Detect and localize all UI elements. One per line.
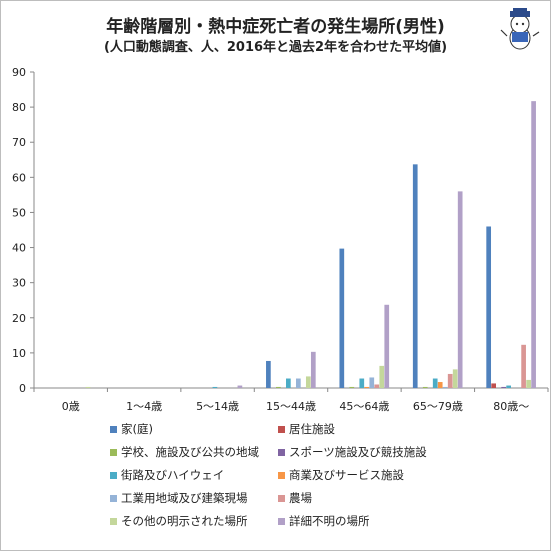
mascot-icon: [500, 8, 540, 50]
legend-swatch: [278, 425, 285, 433]
y-tick-label: 60: [12, 171, 26, 184]
bar: [339, 248, 345, 388]
legend-label: 家(庭): [121, 422, 153, 436]
bar: [374, 384, 380, 388]
bar: [531, 101, 536, 389]
chart-subtitle: (人口動態調査、人、2016年と過去2年を合わせた平均値): [103, 40, 448, 55]
x-tick-label: 45～64歳: [339, 400, 389, 413]
y-tick-label: 10: [12, 347, 26, 360]
y-tick-label: 90: [12, 66, 26, 79]
legend-label: 商業及びサービス施設: [289, 468, 404, 482]
legend-label: その他の明示された場所: [121, 514, 248, 528]
bar: [295, 378, 301, 388]
bar: [310, 351, 316, 388]
bar: [359, 378, 365, 388]
legend-item: 居住施設: [278, 421, 335, 437]
legend-swatch: [110, 517, 117, 525]
legend-item: その他の明示された場所: [110, 513, 248, 529]
bar: [349, 386, 355, 388]
y-tick-label: 20: [12, 312, 26, 325]
bar: [506, 385, 511, 388]
bar: [447, 373, 453, 388]
legend-label: 学校、施設及び公共の地域: [121, 445, 259, 459]
bar: [437, 382, 443, 388]
bar: [305, 376, 311, 388]
bar: [237, 385, 243, 388]
legend-swatch: [278, 517, 285, 525]
x-tick-label: 1～4歳: [126, 400, 162, 413]
legend-item: 家(庭): [110, 421, 153, 437]
legend-label: 街路及びハイウェイ: [121, 468, 225, 482]
legend-item: 商業及びサービス施設: [278, 467, 404, 483]
bar: [85, 386, 91, 388]
x-tick-label: 15～44歳: [266, 400, 316, 413]
y-tick-label: 70: [12, 136, 26, 149]
legend-item: 農場: [278, 490, 312, 506]
y-tick-label: 30: [12, 277, 26, 290]
bar: [364, 386, 370, 388]
bar: [369, 377, 375, 388]
legend-swatch: [110, 471, 117, 479]
bar: [442, 386, 448, 388]
y-tick-label: 40: [12, 242, 26, 255]
x-tick-label: 80歳～: [493, 400, 529, 413]
x-tick-label: 0歳: [62, 400, 80, 413]
legend-swatch: [110, 494, 117, 502]
bar: [486, 226, 492, 388]
legend-item: 学校、施設及び公共の地域: [110, 444, 259, 460]
bar: [379, 365, 385, 388]
y-tick-label: 0: [19, 382, 26, 395]
chart-title: 年齢階層別・熱中症死亡者の発生場所(男性): [106, 17, 445, 37]
legend-label: 工業用地域及び建築現場: [121, 491, 248, 505]
legend-item: 工業用地域及び建築現場: [110, 490, 248, 506]
bar: [276, 386, 281, 388]
bar: [452, 369, 458, 388]
legend-label: 居住施設: [289, 422, 335, 436]
bar: [432, 378, 438, 388]
bar: [384, 304, 390, 388]
legend-item: スポーツ施設及び競技施設: [278, 444, 427, 460]
bar: [266, 360, 271, 388]
legend-swatch: [278, 494, 285, 502]
legend-swatch: [110, 425, 117, 433]
bar: [491, 383, 497, 388]
bar: [212, 386, 218, 388]
x-tick-label: 65～79歳: [413, 400, 463, 413]
bar: [457, 191, 463, 388]
legend-label: 農場: [289, 491, 312, 505]
x-tick-label: 5～14歳: [196, 400, 239, 413]
bar: [521, 344, 526, 388]
legend-swatch: [278, 471, 285, 479]
bar: [412, 164, 418, 388]
legend-swatch: [278, 448, 285, 456]
y-tick-label: 50: [12, 206, 26, 219]
legend-swatch: [110, 448, 117, 456]
bar: [286, 378, 291, 388]
legend-label: スポーツ施設及び競技施設: [289, 445, 427, 459]
legend-item: 詳細不明の場所: [278, 513, 370, 529]
legend-item: 街路及びハイウェイ: [110, 467, 224, 483]
bar: [501, 386, 506, 388]
y-tick-label: 80: [12, 101, 26, 114]
bar: [422, 386, 428, 388]
bar: [526, 379, 531, 388]
legend-label: 詳細不明の場所: [289, 514, 370, 528]
